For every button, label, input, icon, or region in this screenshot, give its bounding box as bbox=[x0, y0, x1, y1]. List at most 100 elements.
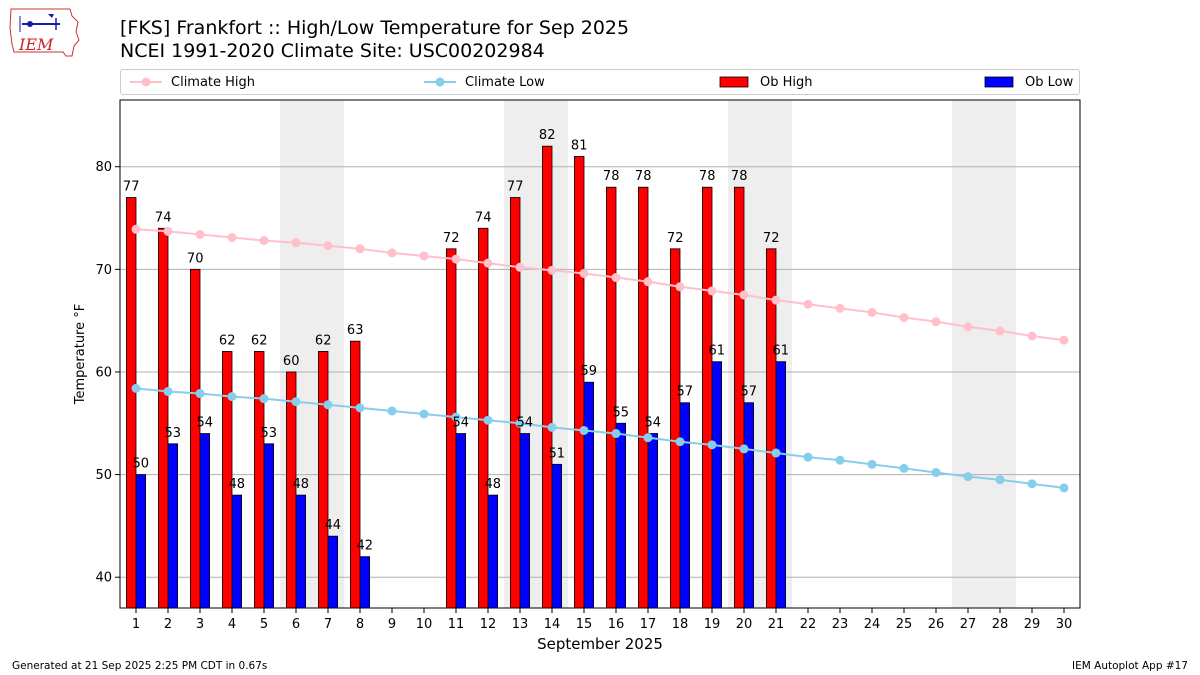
ob-low-label: 48 bbox=[293, 477, 310, 492]
ob-high-label: 72 bbox=[667, 231, 684, 246]
ob-high-label: 72 bbox=[763, 231, 780, 246]
ob-high-bar bbox=[317, 351, 329, 609]
ob-high-bar bbox=[638, 186, 649, 609]
ob-high-bar bbox=[574, 156, 585, 609]
ob-high-bar bbox=[670, 248, 681, 609]
ob-low-bar bbox=[583, 381, 595, 609]
ob-low-label: 55 bbox=[613, 405, 630, 420]
ob-high-bar bbox=[702, 186, 713, 609]
ob-high-bar bbox=[606, 186, 617, 609]
ob-high-bar bbox=[157, 227, 169, 609]
climate-low-point bbox=[387, 406, 397, 416]
legend-label: Ob High bbox=[760, 74, 813, 90]
climate-low-point bbox=[579, 425, 589, 435]
x-tick-label: 24 bbox=[864, 617, 881, 632]
climate-high-point bbox=[291, 238, 301, 248]
climate-low-point bbox=[931, 468, 941, 478]
ob-low-bar bbox=[231, 494, 243, 609]
ob-low-label: 54 bbox=[645, 416, 662, 431]
climate-high-point bbox=[1059, 335, 1069, 345]
y-tick-label: 40 bbox=[95, 571, 112, 586]
chart-title: [FKS] Frankfort :: High/Low Temperature … bbox=[120, 17, 630, 39]
x-tick-label: 2 bbox=[164, 617, 172, 632]
ob-low-label: 54 bbox=[453, 416, 470, 431]
ob-high-label: 70 bbox=[187, 251, 204, 266]
climate-high-point bbox=[483, 258, 493, 268]
climate-high-point bbox=[995, 326, 1005, 336]
legend-label: Ob Low bbox=[1025, 74, 1074, 90]
climate-low-point bbox=[707, 440, 717, 450]
chart-subtitle: NCEI 1991-2020 Climate Site: USC00202984 bbox=[120, 40, 545, 62]
climate-low-point bbox=[1027, 479, 1037, 489]
ob-low-bar bbox=[359, 556, 371, 609]
climate-low-point bbox=[867, 459, 877, 469]
x-tick-label: 26 bbox=[928, 617, 945, 632]
legend-item-climate-high: Climate High bbox=[129, 70, 255, 94]
ob-high-label: 77 bbox=[123, 179, 140, 194]
ob-low-label: 54 bbox=[197, 416, 214, 431]
legend: Climate High Climate Low Ob High Ob Low bbox=[120, 69, 1080, 95]
ob-high-label: 62 bbox=[251, 333, 268, 348]
climate-low-point bbox=[259, 394, 269, 404]
ob-high-label: 72 bbox=[443, 231, 460, 246]
weekend-shade bbox=[952, 100, 1016, 608]
ob-low-label: 61 bbox=[709, 344, 726, 359]
x-tick-label: 15 bbox=[576, 617, 593, 632]
ob-low-label: 53 bbox=[261, 426, 278, 441]
x-tick-label: 21 bbox=[768, 617, 785, 632]
climate-low-point bbox=[739, 444, 749, 454]
ob-high-label: 81 bbox=[571, 138, 588, 153]
climate-low-point bbox=[675, 437, 685, 447]
ob-high-swatch-icon bbox=[719, 76, 749, 88]
ob-low-bar bbox=[135, 474, 147, 609]
ob-low-bar bbox=[263, 443, 275, 609]
climate-high-point bbox=[163, 226, 173, 236]
climate-low-point bbox=[643, 433, 653, 443]
ob-high-label: 62 bbox=[315, 333, 332, 348]
ob-low-label: 48 bbox=[485, 477, 502, 492]
ob-high-bar bbox=[126, 197, 137, 609]
climate-high-point bbox=[323, 241, 333, 251]
ob-low-label: 54 bbox=[517, 416, 534, 431]
ob-high-bar bbox=[542, 145, 553, 609]
ob-low-bar bbox=[775, 361, 787, 609]
ob-high-label: 78 bbox=[731, 169, 748, 184]
y-tick-label: 80 bbox=[95, 160, 112, 175]
climate-high-point bbox=[515, 262, 525, 272]
legend-item-climate-low: Climate Low bbox=[423, 70, 545, 94]
climate-high-point bbox=[259, 236, 269, 246]
plot-area bbox=[119, 99, 1081, 609]
climate-high-point bbox=[131, 224, 141, 234]
x-axis-label: September 2025 bbox=[537, 635, 663, 653]
ob-low-bar bbox=[551, 463, 563, 609]
ob-low-label: 50 bbox=[133, 457, 150, 472]
climate-high-point bbox=[643, 277, 653, 287]
climate-high-line-icon bbox=[130, 77, 162, 87]
climate-low-point bbox=[611, 429, 621, 439]
logo-text: IEM bbox=[18, 35, 54, 54]
x-tick-label: 6 bbox=[292, 617, 300, 632]
ob-low-label: 61 bbox=[773, 344, 790, 359]
x-tick-label: 20 bbox=[736, 617, 753, 632]
x-tick-label: 19 bbox=[704, 617, 721, 632]
ob-high-label: 74 bbox=[155, 210, 172, 225]
ob-low-bar bbox=[711, 361, 723, 609]
ob-high-bar bbox=[189, 268, 201, 609]
climate-high-point bbox=[227, 233, 237, 243]
ob-low-bar bbox=[295, 494, 307, 609]
x-tick-label: 27 bbox=[960, 617, 977, 632]
legend-item-ob-low: Ob Low bbox=[983, 70, 1073, 94]
ob-low-label: 53 bbox=[165, 426, 182, 441]
climate-high-point bbox=[931, 317, 941, 327]
climate-low-point bbox=[323, 400, 333, 410]
climate-low-point bbox=[899, 463, 909, 473]
ob-high-label: 82 bbox=[539, 128, 556, 143]
climate-low-line-icon bbox=[424, 77, 456, 87]
ob-low-bar bbox=[167, 443, 179, 609]
ob-low-bar bbox=[455, 433, 467, 609]
climate-high-point bbox=[579, 268, 589, 278]
climate-low-point bbox=[163, 386, 173, 396]
climate-high-point bbox=[835, 303, 845, 313]
climate-high-point bbox=[451, 254, 461, 264]
